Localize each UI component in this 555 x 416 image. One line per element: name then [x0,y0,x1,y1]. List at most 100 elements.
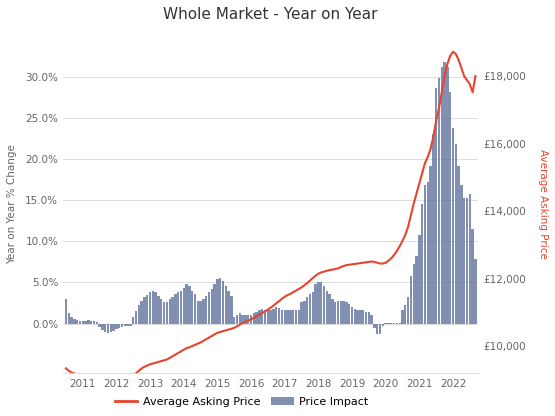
Bar [443,62,446,324]
Bar [140,301,143,324]
Bar [410,276,412,324]
Bar [185,284,188,324]
Bar [152,291,154,324]
Bar [466,198,468,324]
Bar [222,281,224,324]
Bar [398,323,401,324]
Bar [216,279,219,324]
Bar [68,313,70,324]
Bar [278,308,280,324]
Bar [188,286,190,324]
Legend: Average Asking Price, Price Impact: Average Asking Price, Price Impact [110,392,373,411]
Bar [342,301,345,324]
Bar [337,301,339,324]
Bar [474,260,477,324]
Bar [70,317,73,324]
Bar [457,166,460,324]
Bar [171,297,174,324]
Bar [323,286,325,324]
Bar [149,292,152,324]
Bar [93,321,95,324]
Bar [463,198,466,324]
Bar [196,301,199,324]
Bar [362,310,365,324]
Bar [115,324,118,329]
Bar [284,310,286,324]
Bar [230,296,233,324]
Bar [194,294,196,324]
Bar [163,302,165,324]
Bar [225,286,227,324]
Bar [421,204,423,324]
Bar [359,310,362,324]
Bar [303,301,306,324]
Bar [127,324,129,326]
Bar [407,297,409,324]
Bar [258,310,261,324]
Bar [441,67,443,324]
Bar [446,67,448,324]
Bar [292,310,294,324]
Bar [345,302,347,324]
Bar [253,313,255,324]
Bar [412,264,415,324]
Bar [354,309,356,324]
Bar [449,92,451,324]
Bar [438,78,440,324]
Bar [124,324,126,326]
Bar [281,310,283,324]
Bar [387,323,390,324]
Bar [396,323,398,324]
Bar [79,321,81,324]
Bar [138,305,140,324]
Bar [183,288,185,324]
Bar [289,310,291,324]
Bar [65,299,67,324]
Bar [367,312,370,324]
Bar [219,277,221,324]
Bar [374,324,376,328]
Bar [273,309,275,324]
Bar [267,310,269,324]
Bar [205,297,208,324]
Bar [317,282,320,324]
Bar [471,229,474,324]
Title: Whole Market - Year on Year: Whole Market - Year on Year [163,7,378,22]
Bar [244,315,246,324]
Bar [393,323,395,324]
Bar [348,304,350,324]
Bar [309,294,311,324]
Bar [233,317,235,324]
Bar [118,324,120,328]
Bar [270,310,272,324]
Bar [297,310,300,324]
Bar [239,313,241,324]
Bar [174,294,176,324]
Bar [261,309,264,324]
Bar [385,323,387,324]
Bar [84,321,87,324]
Bar [98,324,101,327]
Y-axis label: Year on Year % Change: Year on Year % Change [7,144,17,264]
Bar [356,310,359,324]
Bar [255,312,258,324]
Bar [379,324,381,334]
Bar [452,128,454,324]
Bar [331,299,334,324]
Bar [300,302,302,324]
Bar [311,292,314,324]
Bar [295,310,297,324]
Bar [199,301,202,324]
Bar [376,324,379,334]
Bar [468,193,471,324]
Bar [390,323,392,324]
Bar [351,307,353,324]
Bar [129,324,132,326]
Bar [210,289,213,324]
Bar [329,294,331,324]
Bar [113,324,115,331]
Bar [415,256,418,324]
Bar [177,292,179,324]
Bar [455,144,457,324]
Bar [430,166,432,324]
